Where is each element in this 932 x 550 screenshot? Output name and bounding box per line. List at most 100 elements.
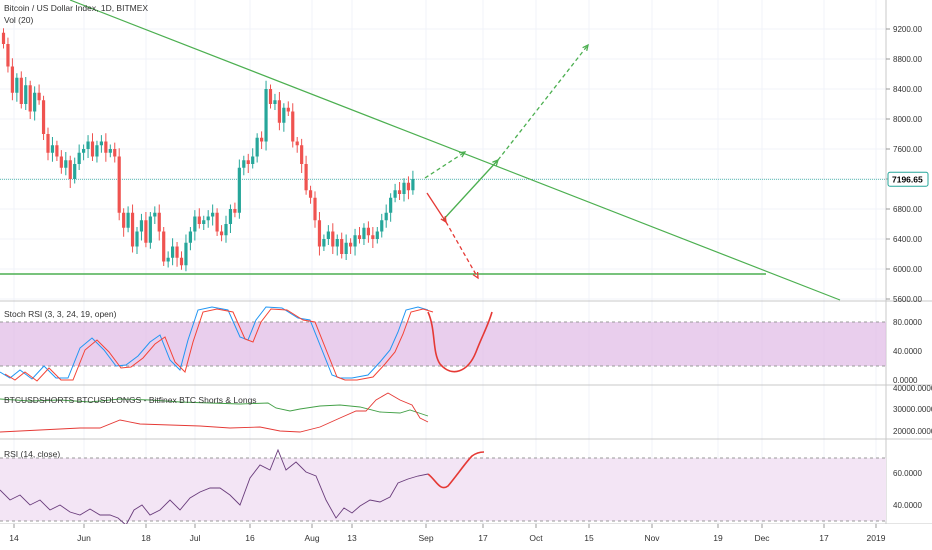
grid-layer [0, 0, 932, 525]
symbol-title: Bitcoin / US Dollar Index, 1D, BITMEX [4, 3, 149, 13]
price-tick-label: 9200.00 [893, 25, 922, 34]
shorts-line [0, 398, 429, 417]
time-tick-label: Jul [190, 533, 201, 543]
candle-body [308, 190, 313, 198]
candle-body [357, 235, 362, 239]
rsi-projection-curve [427, 451, 485, 489]
user-drawings[interactable] [0, 0, 841, 489]
candle-body [393, 190, 397, 198]
candle-body [215, 212, 219, 232]
time-tick-label: 17 [478, 533, 488, 543]
candle-body [322, 239, 326, 247]
current-price-badge-box [887, 171, 929, 187]
candle-body [233, 209, 237, 213]
price-tick-label: 8400.00 [893, 85, 922, 94]
candle-body [228, 209, 233, 224]
projection-arrow-up-short [424, 151, 466, 179]
price-tick-label: 6800.00 [893, 205, 922, 214]
candle-body [73, 164, 77, 179]
candle-body [175, 246, 179, 258]
candle-body [95, 145, 99, 157]
time-tick-label: 14 [9, 533, 19, 543]
candle-body [82, 149, 86, 153]
candle-body [15, 77, 19, 93]
candle-body [264, 89, 268, 142]
time-tick-label: 17 [819, 533, 829, 543]
candle-body [77, 152, 81, 164]
candle-body [41, 100, 46, 134]
candle-body [90, 141, 95, 157]
price-tick-label: 6000.00 [893, 265, 922, 274]
candle-body [406, 182, 411, 191]
candle-body [375, 231, 379, 239]
time-tick-label: 15 [584, 533, 594, 543]
candle-body [219, 231, 224, 236]
candle-body [153, 212, 157, 217]
candle-body [28, 85, 32, 112]
projection-arrow-up-short-head [458, 151, 467, 158]
candle-body [68, 160, 72, 179]
candle-body [282, 107, 286, 123]
time-axis-bg [0, 524, 932, 550]
candle-body [139, 220, 144, 232]
candle-body [99, 141, 103, 146]
candle-body [126, 212, 130, 228]
candle-body [188, 231, 192, 243]
time-tick-label: Dec [754, 533, 770, 543]
candle-body [362, 227, 366, 239]
candle-body [402, 182, 406, 194]
projection-arrow-down [426, 192, 447, 223]
candle-body [340, 239, 344, 254]
candle-body [122, 212, 126, 228]
price-tick-label: 6400.00 [893, 235, 922, 244]
candle-body [242, 160, 246, 168]
candle-body [268, 89, 273, 104]
indicator-lines [0, 306, 434, 526]
candle-body [166, 257, 170, 262]
candle-body [291, 111, 295, 142]
candle-body [59, 156, 63, 168]
shorts-longs-pane-label: BTCUSDSHORTS BTCUSDLONGS - Bitfinex BTC … [4, 395, 257, 405]
candle-body [86, 141, 90, 149]
stoch-d-line [4, 308, 434, 382]
candle-body [37, 92, 41, 101]
candle-body [246, 160, 250, 164]
candle-body [130, 212, 135, 247]
candle-body [10, 66, 14, 93]
candle-body [162, 231, 166, 262]
price-tick-label: 8800.00 [893, 55, 922, 64]
candle-body [108, 149, 112, 153]
stoch-tick-label: 0.0000 [893, 376, 918, 385]
candle-body [211, 212, 215, 217]
candle-body [273, 100, 277, 104]
candle-body [55, 145, 59, 157]
price-tick-label: 8000.00 [893, 115, 922, 124]
volume-label: Vol (20) [4, 15, 34, 25]
current-price-badge: 7196.65 [887, 171, 929, 187]
candle-body [179, 257, 184, 266]
candle-body [277, 100, 281, 123]
candle-body [255, 137, 259, 157]
candle-body [193, 216, 197, 232]
candle-body [197, 216, 201, 224]
stoch-tick-label: 80.0000 [893, 318, 922, 327]
candle-body [64, 160, 68, 168]
candle-body [1, 32, 6, 44]
candle-body [300, 145, 304, 164]
indicator-bands [0, 321, 886, 522]
candle-body [304, 164, 308, 191]
projection-arrow-target [497, 44, 589, 161]
candle-body [144, 220, 148, 243]
candle-body [19, 77, 23, 104]
candle-body [295, 141, 299, 146]
candle-body [344, 242, 348, 254]
projection-arrow-support [445, 221, 479, 279]
candle-body [349, 242, 353, 247]
time-tick-label: 13 [347, 533, 357, 543]
stoch-projection-curve [427, 311, 493, 373]
shorts-longs-tick-label: 30000.0000 [893, 405, 932, 414]
candle-body [251, 156, 255, 164]
candle-body [389, 197, 393, 213]
rsi-tick-label: 60.0000 [893, 469, 922, 478]
